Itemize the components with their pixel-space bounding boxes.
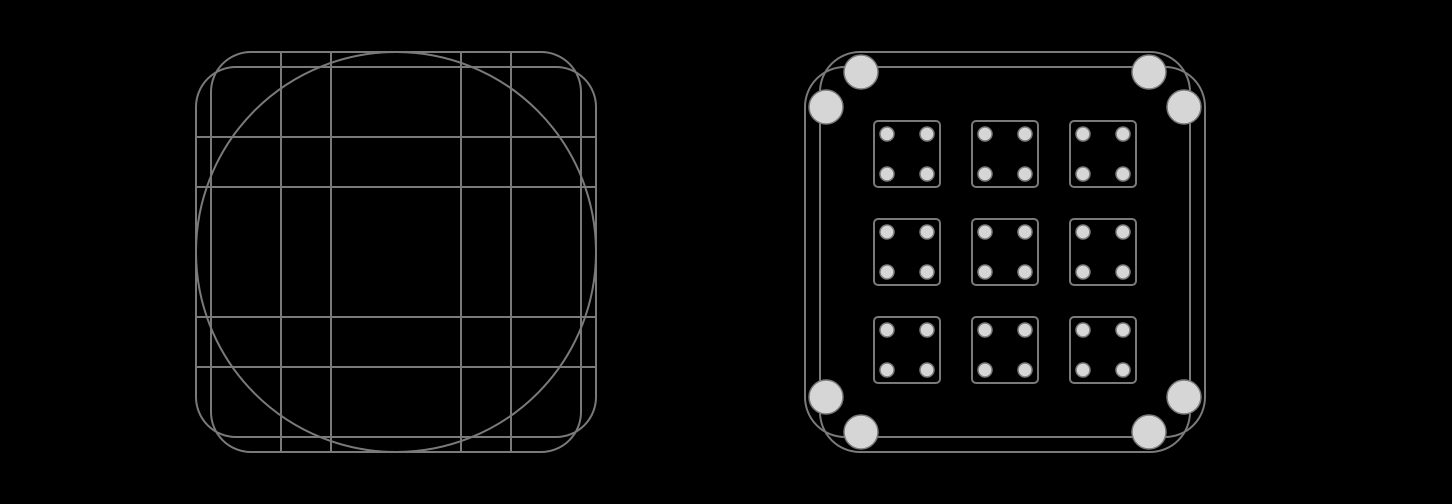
corner-dot-6 [1132, 415, 1166, 449]
grid-cell-1-dot-1 [1018, 127, 1032, 141]
grid-cell-0-dot-3 [920, 167, 934, 181]
grid-cell-5-dot-3 [1116, 265, 1130, 279]
diagram-canvas [0, 0, 1452, 504]
grid-cell-0-dot-1 [920, 127, 934, 141]
corner-dot-4 [809, 380, 843, 414]
grid-cell-8-dot-2 [1076, 363, 1090, 377]
grid-cell-7-dot-3 [1018, 363, 1032, 377]
outer-square-0 [805, 67, 1205, 437]
outer-square-1 [820, 52, 1190, 452]
grid-cell-3-dot-3 [920, 265, 934, 279]
grid-cell-0-dot-2 [880, 167, 894, 181]
grid-cell-7-dot-1 [1018, 323, 1032, 337]
grid-cell-6-dot-2 [880, 363, 894, 377]
right-dot-diagram [805, 52, 1205, 452]
grid-cell-7-dot-0 [978, 323, 992, 337]
grid-cell-1-dot-3 [1018, 167, 1032, 181]
corner-dot-5 [844, 415, 878, 449]
grid-cell-6-dot-3 [920, 363, 934, 377]
grid-cell-1-dot-0 [978, 127, 992, 141]
grid-cell-5-dot-2 [1076, 265, 1090, 279]
grid-cell-2-dot-3 [1116, 167, 1130, 181]
grid-cell-2-dot-1 [1116, 127, 1130, 141]
keyline-square-1 [211, 52, 581, 452]
grid-cell-8-dot-0 [1076, 323, 1090, 337]
grid-cell-4-dot-3 [1018, 265, 1032, 279]
keyline-square-0 [196, 67, 596, 437]
corner-dot-3 [1167, 90, 1201, 124]
grid-cell-2-dot-2 [1076, 167, 1090, 181]
corner-dot-7 [1167, 380, 1201, 414]
corner-dot-2 [1132, 55, 1166, 89]
grid-cell-3-dot-0 [880, 225, 894, 239]
corner-dot-0 [809, 90, 843, 124]
grid-cell-5-dot-0 [1076, 225, 1090, 239]
grid-cell-8-dot-1 [1116, 323, 1130, 337]
grid-cell-4-dot-0 [978, 225, 992, 239]
grid-cell-3-dot-2 [880, 265, 894, 279]
grid-cell-0-dot-0 [880, 127, 894, 141]
grid-cell-6-dot-0 [880, 323, 894, 337]
grid-cell-6-dot-1 [920, 323, 934, 337]
grid-cell-4-dot-2 [978, 265, 992, 279]
grid-cell-8-dot-3 [1116, 363, 1130, 377]
grid-cell-1-dot-2 [978, 167, 992, 181]
grid-cell-5-dot-1 [1116, 225, 1130, 239]
grid-cell-7-dot-2 [978, 363, 992, 377]
grid-cell-4-dot-1 [1018, 225, 1032, 239]
grid-cell-3-dot-1 [920, 225, 934, 239]
left-keyline-diagram [196, 52, 596, 452]
corner-dot-1 [844, 55, 878, 89]
keyline-circle [196, 52, 596, 452]
grid-cell-2-dot-0 [1076, 127, 1090, 141]
